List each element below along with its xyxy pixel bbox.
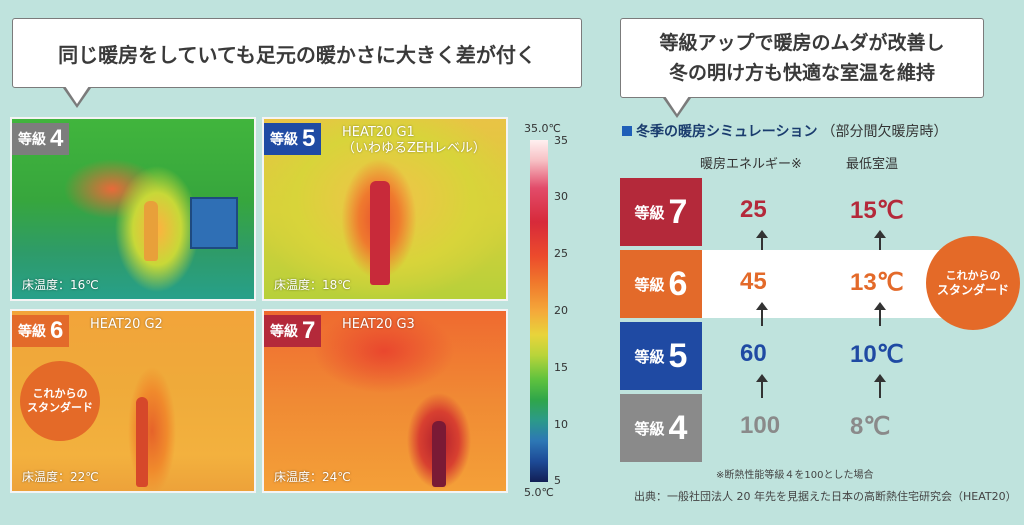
grade-number: 4 bbox=[50, 125, 64, 152]
scale-tick: 15 bbox=[554, 361, 568, 374]
floor-temperature: 床温度：22℃ bbox=[22, 470, 99, 484]
energy-value: 100 bbox=[740, 412, 781, 439]
thermal-panel-grade5: 等級 5 HEAT20 G1 （いわゆるZEHレベル） 床温度：18℃ bbox=[262, 117, 508, 301]
grade-word: 等級 bbox=[634, 419, 665, 438]
scale-tick: 10 bbox=[554, 418, 568, 431]
grade-word: 等級 bbox=[18, 324, 46, 340]
simulation-title: 冬季の暖房シミュレーション （部分間欠暖房時） bbox=[622, 121, 947, 141]
thermal-panel-grade4: 等級 4 床温度：16℃ bbox=[10, 117, 256, 301]
grade-chip: 等級 6 bbox=[12, 315, 70, 347]
standard-badge: これからの スタンダード bbox=[926, 236, 1020, 330]
simulation-title-note: （部分間欠暖房時） bbox=[821, 124, 948, 140]
thermal-panel-grade6: 等級 6 HEAT20 G2 これからの スタンダード 床温度：22℃ bbox=[10, 309, 256, 493]
grade-number: 5 bbox=[302, 125, 316, 152]
floor-temperature: 床温度：24℃ bbox=[274, 470, 351, 484]
panel-caption-line1: HEAT20 G1 bbox=[342, 125, 415, 140]
panel-caption-line1: HEAT20 G3 bbox=[342, 317, 415, 332]
panel-caption: HEAT20 G2 bbox=[90, 317, 163, 333]
person-silhouette bbox=[136, 397, 148, 487]
simulation-title-text: 冬季の暖房シミュレーション bbox=[636, 124, 818, 140]
headline-right-line2: 冬の明け方も快適な室温を維持 bbox=[668, 62, 935, 84]
grade-number: 6 bbox=[668, 264, 688, 303]
standard-badge-line1: これからの bbox=[945, 269, 1001, 282]
grade-word: 等級 bbox=[270, 132, 298, 148]
scale-tick: 30 bbox=[554, 190, 568, 203]
grade-word: 等級 bbox=[18, 132, 46, 148]
panel-caption-line2: （いわゆるZEHレベル） bbox=[342, 141, 486, 156]
standard-badge-line2: スタンダード bbox=[936, 283, 1009, 297]
up-arrow-icon bbox=[756, 302, 768, 326]
grade-chip: 等級 4 bbox=[12, 123, 70, 155]
up-arrow-icon bbox=[874, 302, 886, 326]
floor-temperature: 床温度：18℃ bbox=[274, 278, 351, 292]
headline-bubble-left: 同じ暖房をしていても足元の暖かさに大きく差が付く bbox=[12, 18, 582, 108]
up-arrow-icon bbox=[756, 230, 768, 254]
grade-word: 等級 bbox=[634, 347, 665, 366]
grade-number: 4 bbox=[668, 408, 688, 447]
energy-value: 25 bbox=[740, 196, 767, 223]
person-silhouette bbox=[144, 201, 158, 261]
grade-word: 等級 bbox=[634, 203, 665, 222]
min-temp-value: 15℃ bbox=[850, 197, 904, 224]
footnote: ※断熱性能等級４を100とした場合 bbox=[716, 470, 874, 481]
grade-chip: 等級 5 bbox=[264, 123, 322, 155]
sim-row-grade6: 等級 6 45 13℃ bbox=[620, 250, 960, 318]
grade-box: 等級 6 bbox=[620, 250, 702, 318]
up-arrow-icon bbox=[874, 230, 886, 254]
window-shape bbox=[190, 197, 238, 249]
grade-word: 等級 bbox=[634, 275, 665, 294]
scale-tick: 35 bbox=[554, 134, 568, 147]
bubble-tail bbox=[663, 96, 691, 118]
thermal-panel-grade7: 等級 7 HEAT20 G3 床温度：24℃ bbox=[262, 309, 508, 493]
standard-badge-line2: スタンダード bbox=[27, 401, 93, 414]
standard-badge-line1: これからの bbox=[32, 387, 88, 400]
scale-tick: 25 bbox=[554, 247, 568, 260]
sim-row-grade7: 等級 7 25 15℃ bbox=[620, 178, 940, 246]
grade-number: 7 bbox=[668, 192, 688, 231]
column-header-energy: 暖房エネルギー※ bbox=[700, 157, 802, 172]
floor-temperature: 床温度：16℃ bbox=[22, 278, 99, 292]
grade-box: 等級 7 bbox=[620, 178, 702, 246]
energy-value: 60 bbox=[740, 340, 767, 367]
grade-number: 7 bbox=[302, 317, 316, 344]
energy-value: 45 bbox=[740, 268, 767, 295]
column-header-min-temp: 最低室温 bbox=[846, 157, 899, 172]
headline-bubble-right: 等級アップで暖房のムダが改善し 冬の明け方も快適な室温を維持 bbox=[620, 18, 984, 118]
panel-caption: HEAT20 G3 bbox=[342, 317, 415, 333]
sim-row-grade5: 等級 5 60 10℃ bbox=[620, 322, 940, 390]
sim-row-grade4: 等級 4 100 8℃ bbox=[620, 394, 940, 462]
headline-right-line1: 等級アップで暖房のムダが改善し bbox=[659, 32, 945, 54]
grade-number: 5 bbox=[668, 336, 688, 375]
temperature-color-scale bbox=[530, 140, 548, 482]
scale-tick: 20 bbox=[554, 304, 568, 317]
grade-box: 等級 5 bbox=[620, 322, 702, 390]
person-silhouette bbox=[432, 421, 446, 487]
scale-max-label: 35.0℃ bbox=[524, 122, 561, 135]
scale-min-label: 5.0℃ bbox=[524, 486, 554, 499]
standard-badge: これからの スタンダード bbox=[20, 361, 100, 441]
up-arrow-icon bbox=[874, 374, 886, 398]
bubble-tail bbox=[63, 86, 91, 108]
person-silhouette bbox=[370, 181, 390, 285]
source-credit: 出典：一般社団法人 20 年先を見据えた日本の高断熱住宅研究会（HEAT20） bbox=[634, 490, 1017, 503]
grade-box: 等級 4 bbox=[620, 394, 702, 462]
panel-caption: HEAT20 G1 （いわゆるZEHレベル） bbox=[342, 125, 486, 157]
square-bullet-icon bbox=[622, 126, 632, 136]
panel-caption-line1: HEAT20 G2 bbox=[90, 317, 163, 332]
headline-left-text: 同じ暖房をしていても足元の暖かさに大きく差が付く bbox=[58, 42, 536, 67]
grade-chip: 等級 7 bbox=[264, 315, 322, 347]
min-temp-value: 10℃ bbox=[850, 341, 904, 368]
min-temp-value: 13℃ bbox=[850, 269, 904, 296]
up-arrow-icon bbox=[756, 374, 768, 398]
scale-tick: 5 bbox=[554, 474, 561, 487]
min-temp-value: 8℃ bbox=[850, 413, 891, 440]
grade-number: 6 bbox=[50, 317, 64, 344]
grade-word: 等級 bbox=[270, 324, 298, 340]
